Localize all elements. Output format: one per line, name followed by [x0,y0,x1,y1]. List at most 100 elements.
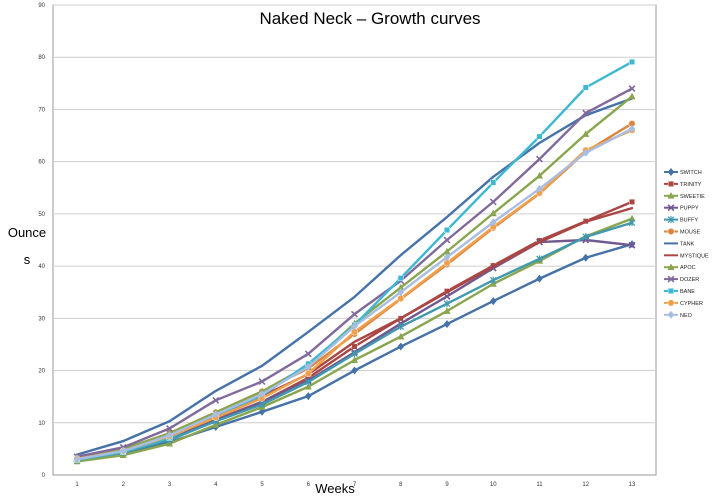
legend-item-buffy: BUFFY [664,216,698,224]
legend-marker [667,310,675,319]
legend-marker [667,275,675,283]
data-point-neo [258,390,266,399]
data-point-switch [582,253,590,262]
legend-marker [667,228,675,235]
data-point-bane [397,275,404,282]
data-point-neo [73,455,81,464]
legend-label: TRINITY [680,182,702,188]
legend-marker [667,263,675,271]
data-point-apoc [489,209,497,217]
data-point-neo [166,431,173,440]
legend-marker [667,191,675,199]
legend-label: BUFFY [680,218,698,224]
data-point-switch [397,342,405,351]
data-point-buffy [258,401,266,408]
legend-label: NEO [680,313,693,319]
data-point-buffy [397,323,405,331]
data-point-cypher [304,370,312,378]
data-point-neo [628,124,636,133]
data-point-switch [443,320,451,329]
legend-item-bane: BANE [664,288,695,295]
data-point-apoc [582,130,590,137]
y-tick-label: 40 [38,264,45,270]
legend-label: BANE [680,289,695,295]
x-tick-label: 10 [490,482,497,488]
y-axis-ticks: 0 10 20 30 40 50 60 70 80 90 [38,3,45,479]
data-point-dozer [582,109,590,117]
data-point-dozer [536,155,543,163]
data-point-neo [304,362,312,371]
data-point-sweetie [397,332,405,340]
data-point-switch [258,407,266,416]
data-point-neo [397,288,405,297]
legend-label: SWEETIE [680,194,705,200]
x-tick-label: 3 [168,482,172,488]
legend-marker [668,180,674,187]
data-point-dozer [258,378,266,385]
legend-item-neo: NEO [664,310,693,319]
x-tick-label: 1 [75,482,79,488]
x-tick-label: 11 [536,482,543,488]
legend-item-tank: TANK [664,241,695,247]
data-point-neo [351,322,358,331]
legend-label: SWITCH [680,170,702,176]
data-point-buffy [628,219,636,227]
y-tick-label: 10 [38,421,45,427]
data-point-dozer [351,310,358,318]
x-tick-label: 2 [122,482,126,488]
data-point-dozer [628,85,636,93]
y-axis-label-line1: Ounce [8,225,46,240]
legend-item-sweetie: SWEETIE [664,191,705,200]
y-tick-label: 60 [38,160,45,166]
data-point-bane [536,133,543,140]
x-tick-label: 6 [307,482,311,488]
data-point-cypher [397,295,405,302]
data-point-switch [351,366,358,375]
data-point-neo [212,410,220,419]
legend-item-mystique: MYSTIQUE [664,253,709,259]
legend-item-apoc: APOC [664,263,696,271]
y-tick-label: 80 [38,55,45,61]
legend: SWITCH TRINITY SWEETIE PUPPY BUFFY MOUSE TANK M… [664,168,709,319]
y-tick-label: 0 [42,473,46,479]
legend-marker [668,288,674,294]
x-tick-label: 7 [353,482,357,488]
series-neo [73,124,636,464]
legend-label: PUPPY [680,206,699,212]
data-point-neo [443,253,451,262]
legend-item-cypher: CYPHER [664,299,703,307]
x-tick-label: 5 [260,482,264,488]
legend-label: MOUSE [680,230,701,236]
y-tick-label: 50 [38,212,45,218]
data-point-dozer [166,425,173,432]
data-point-bane [629,59,635,65]
data-point-neo [536,184,543,193]
data-point-apoc [535,171,544,179]
x-tick-label: 4 [214,482,218,488]
legend-marker [667,168,675,176]
data-point-buffy [536,255,543,263]
data-point-sweetie [304,382,312,390]
legend-item-trinity: TRINITY [664,180,702,188]
data-point-neo [119,447,127,455]
x-axis-ticks: 1 2 3 4 5 6 7 8 9 10 11 12 13 [75,482,636,488]
chart-title: Naked Neck – Growth curves [259,9,480,28]
legend-label: APOC [680,265,696,271]
series-line-tank [75,97,634,456]
legend-marker [667,204,675,212]
data-point-dozer [489,198,497,206]
plot-area [52,4,657,476]
y-tick-label: 90 [38,3,45,9]
data-point-trinity [351,343,358,350]
data-point-buffy [443,300,451,308]
data-point-sweetie [350,356,359,363]
x-tick-label: 13 [629,482,636,488]
data-point-puppy [628,241,636,249]
legend-item-mouse: MOUSE [664,228,701,236]
data-point-sweetie [443,307,451,314]
data-point-buffy [582,233,590,241]
data-point-neo [489,218,497,227]
data-point-switch [304,392,312,401]
x-tick-label: 8 [399,482,403,488]
